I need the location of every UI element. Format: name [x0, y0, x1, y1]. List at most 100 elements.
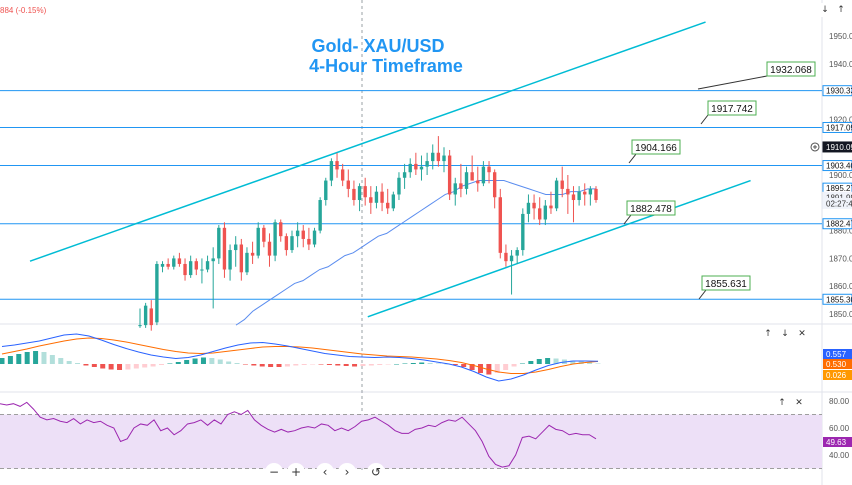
- macd-histogram-bar: [0, 358, 5, 364]
- callout-box: [631, 139, 681, 155]
- macd-histogram-bar: [444, 364, 450, 365]
- candle-body: [560, 180, 564, 189]
- candle-body: [172, 258, 176, 267]
- candle-body: [335, 161, 339, 170]
- macd-value-label: 0.026: [826, 371, 847, 380]
- scroll-down-icon[interactable]: ↓: [818, 3, 832, 17]
- macd-histogram-bar: [209, 358, 215, 364]
- macd-histogram-bar: [452, 364, 458, 365]
- price-tick-label: 1860.00: [829, 282, 852, 291]
- zoom-out-button[interactable]: −: [265, 463, 283, 481]
- macd-move-down-button[interactable]: ↓: [778, 327, 792, 341]
- macd-histogram-bar: [528, 361, 534, 364]
- level-callout-label: 1917.742: [711, 104, 753, 115]
- candle-body: [250, 252, 255, 256]
- candles: [138, 136, 598, 331]
- macd-histogram-bar: [477, 364, 483, 373]
- macd-histogram-bar: [100, 364, 106, 369]
- macd-histogram-bar: [301, 364, 307, 365]
- price-tick-label: 1920.00: [829, 115, 852, 124]
- macd-histogram-bar: [192, 358, 198, 364]
- price-axis-tag-label: 1891.99: [826, 193, 852, 202]
- rsi-value-tag: [823, 436, 852, 447]
- candle-body: [498, 197, 502, 253]
- candle-body: [481, 166, 486, 184]
- candle-body: [391, 194, 396, 209]
- macd-histogram-bar: [402, 363, 408, 364]
- price-axis-tags: 1930.33 1917.09 1910.09 1903.40 1895.271891.…: [810, 85, 852, 305]
- macd-histogram-bar: [343, 364, 349, 366]
- callout-box: [707, 100, 757, 116]
- callout-box: [701, 275, 751, 291]
- macd-move-up-button[interactable]: ↑: [761, 327, 775, 341]
- channel-trendline: [29, 21, 706, 262]
- price-axis-tag: [822, 85, 852, 97]
- candle-body: [380, 191, 384, 203]
- zoom-in-button[interactable]: +: [287, 463, 305, 481]
- scroll-left-button[interactable]: ‹: [316, 463, 334, 481]
- level-callout-label: 1855.631: [705, 279, 747, 290]
- price-tick-label: 1870.00: [829, 254, 852, 263]
- macd-histogram-bar: [108, 364, 114, 370]
- macd-histogram-bar: [49, 355, 55, 364]
- candle-body: [188, 261, 193, 276]
- candle-body: [262, 227, 266, 242]
- chart-subtitle: 4-Hour Timeframe: [309, 56, 463, 76]
- candle-body: [239, 244, 244, 273]
- macd-histogram-bar: [117, 364, 123, 370]
- price-axis-tag: [822, 121, 852, 133]
- candle-body: [419, 166, 424, 170]
- candle-body: [340, 169, 345, 181]
- candle-body: [549, 205, 553, 209]
- macd-value-label: 0.557: [826, 350, 847, 359]
- macd-histogram-bar: [595, 363, 601, 364]
- macd-histogram-bar: [545, 358, 551, 364]
- candle-body: [386, 202, 390, 209]
- macd-histogram-bar: [83, 364, 89, 366]
- level-callouts: 1932.068 1917.742 1904.166 1882.478 1855.631: [623, 61, 816, 300]
- level-callout-label: 1904.166: [635, 143, 677, 154]
- candle-body: [577, 191, 581, 201]
- price-axis: 1850.001860.001870.001880.001890.001900.…: [829, 32, 852, 319]
- candle-body: [543, 205, 548, 220]
- candle-body: [307, 238, 311, 245]
- candle-body: [346, 180, 350, 189]
- macd-histogram-bar: [226, 361, 232, 364]
- macd-histogram-bar: [259, 364, 265, 367]
- candle-body: [526, 202, 531, 214]
- candle-body: [211, 258, 215, 262]
- price-tick-label: 1950.00: [829, 32, 852, 41]
- rsi-close-button[interactable]: ✕: [792, 396, 806, 410]
- macd-histogram-bar: [494, 364, 500, 373]
- level-callout-label: 1932.068: [770, 65, 812, 76]
- macd-histogram-bar: [587, 362, 593, 364]
- macd-histogram-bar: [368, 364, 374, 366]
- macd-close-button[interactable]: ✕: [795, 327, 809, 341]
- candle-body: [194, 261, 198, 270]
- price-axis-tag-label: 1930.33: [826, 87, 852, 96]
- candle-body: [397, 177, 401, 195]
- candle-body: [155, 263, 159, 323]
- candle-body: [459, 183, 463, 189]
- candle-body: [583, 191, 587, 195]
- macd-histogram-bar: [318, 364, 324, 365]
- callout-pointer: [698, 289, 707, 300]
- candle-body: [138, 325, 142, 327]
- callout-pointer: [697, 75, 768, 90]
- macd-histogram-bar: [200, 357, 206, 364]
- candle-body: [267, 241, 272, 256]
- price-axis-tag: [822, 197, 852, 209]
- macd-histogram-bar: [503, 364, 509, 370]
- callout-pointer: [628, 153, 637, 164]
- macd-value-tag: [823, 359, 852, 369]
- candle-body: [492, 172, 497, 198]
- scroll-up-icon[interactable]: ↑: [834, 3, 848, 17]
- macd-line: [1, 333, 599, 382]
- candle-body: [453, 183, 457, 195]
- price-tick-label: 1880.00: [829, 227, 852, 236]
- reset-chart-button[interactable]: ↺: [367, 463, 385, 481]
- candle-body: [532, 202, 536, 209]
- rsi-move-up-button[interactable]: ↑: [775, 396, 789, 410]
- scroll-right-button[interactable]: ›: [338, 463, 356, 481]
